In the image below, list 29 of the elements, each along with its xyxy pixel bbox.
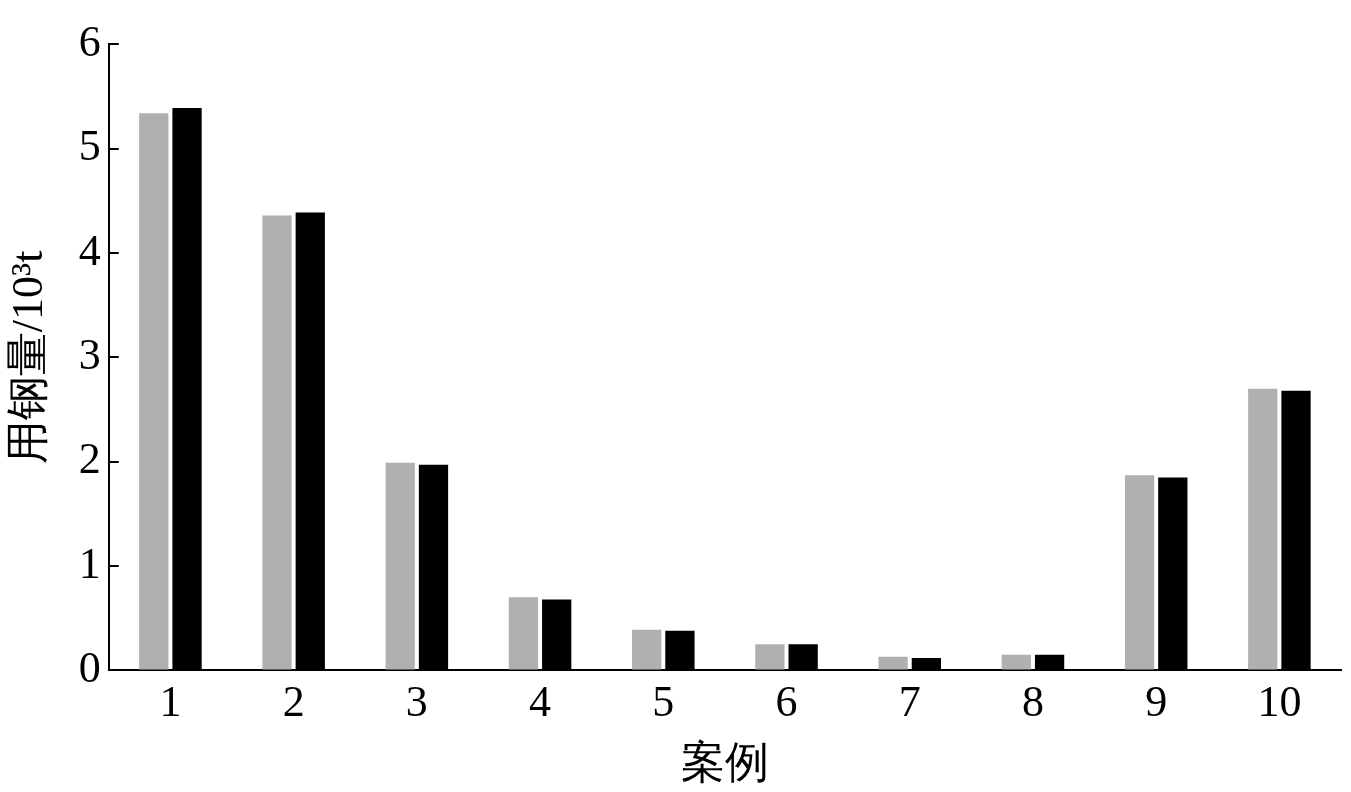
x-tick-label: 6 [775, 677, 798, 727]
x-axis-title: 案例 [680, 738, 769, 788]
bar [508, 597, 539, 670]
bar [878, 656, 908, 670]
bar [139, 113, 169, 670]
x-tick-label: 9 [1145, 677, 1168, 727]
bar [1124, 475, 1155, 670]
y-tick-label: 2 [78, 434, 101, 484]
bar [755, 644, 785, 670]
bar [1248, 388, 1278, 670]
bar [262, 215, 292, 670]
y-tick-label: 6 [78, 16, 101, 66]
bar [632, 629, 662, 670]
y-axis-title: 用钢量/10³t [2, 250, 52, 465]
x-tick-label: 7 [898, 677, 921, 727]
x-tick-label: 2 [282, 677, 305, 727]
x-tick-label: 10 [1257, 677, 1302, 727]
x-tick-label: 1 [159, 677, 182, 727]
bar [1001, 654, 1031, 670]
x-tick-label: 5 [652, 677, 675, 727]
y-tick-label: 3 [78, 329, 101, 379]
y-tick-label: 4 [78, 225, 101, 275]
x-tick-label: 3 [405, 677, 428, 727]
y-tick-label: 5 [78, 121, 101, 171]
y-tick-label: 0 [78, 642, 101, 692]
y-tick-label: 1 [78, 538, 101, 588]
x-tick-label: 4 [529, 677, 552, 727]
x-tick-label: 8 [1021, 677, 1044, 727]
bar [385, 462, 415, 670]
